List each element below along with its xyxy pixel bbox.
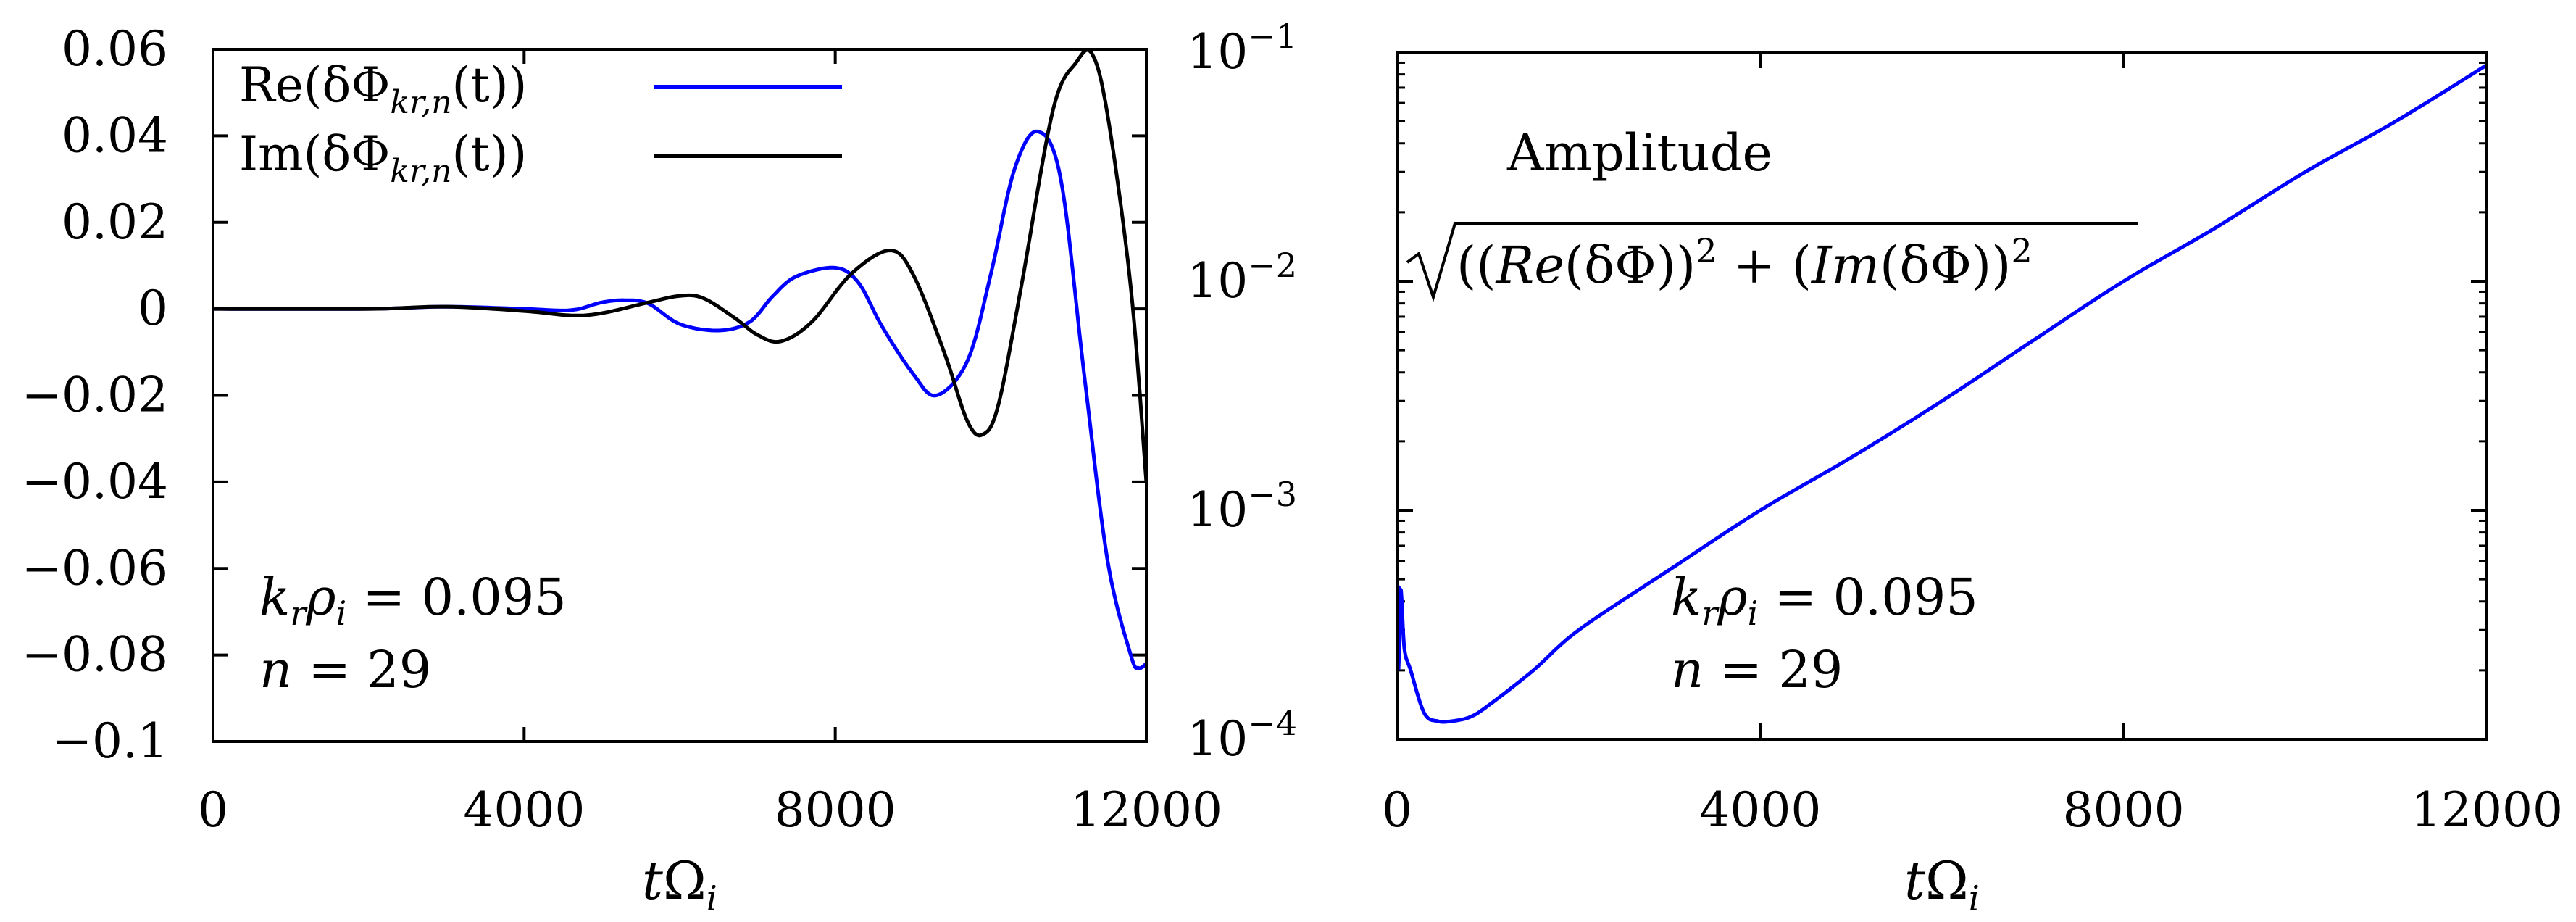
left-chart: −0.1 −0.08 −0.06 −0.04 −0.02 0 0.02 0.04 0.06 0 4… [22, 21, 1222, 919]
amplitude-formula: ((Re(δΦ))2 + (Im(δΦ))2 [1406, 222, 2138, 302]
left-x-tick-labels: 0 4000 8000 12000 [198, 782, 1222, 838]
right-x-axis-label: tΩi [1904, 850, 1980, 919]
right-title-amplitude: Amplitude [1506, 123, 1772, 183]
left-y-tick-label: 0.02 [62, 194, 168, 250]
right-y-tick-label: 10−1 [1187, 17, 1297, 80]
left-x-tick-label: 0 [198, 782, 228, 838]
left-y-tick-label: 0.04 [62, 107, 168, 163]
right-x-tick-label: 0 [1382, 782, 1412, 838]
right-x-tick-label: 8000 [2063, 782, 2185, 838]
left-series-real-line [213, 129, 1146, 670]
left-y-tick-label: −0.06 [22, 540, 168, 596]
right-y-tick-label: 10−4 [1187, 704, 1297, 767]
left-x-tick-label: 4000 [463, 782, 585, 838]
left-y-tick-label: 0.06 [62, 21, 168, 77]
left-plot-frame [212, 48, 1148, 743]
left-y-tick-labels: −0.1 −0.08 −0.06 −0.04 −0.02 0 0.02 0.04 0.06 [22, 21, 168, 769]
left-annotation-n: n = 29 [259, 640, 431, 699]
right-y-tick-label: 10−3 [1187, 475, 1297, 538]
right-y-tick-labels: 10−4 10−3 10−2 10−1 [1187, 17, 1297, 767]
right-plot-frame [1396, 51, 2488, 741]
right-annotation-kr: krρi = 0.095 [1671, 568, 1978, 633]
right-x-tick-label: 4000 [1699, 782, 1821, 838]
right-annotation-n: n = 29 [1671, 640, 1843, 699]
right-x-tick-label: 12000 [2411, 782, 2563, 838]
right-x-tick-labels: 0 4000 8000 12000 [1382, 782, 2563, 838]
right-y-tick-label: 10−2 [1187, 246, 1297, 309]
sqrt-sign [1406, 222, 2138, 302]
formula-text: ((Re(δΦ))2 + (Im(δΦ))2 [1456, 231, 2033, 295]
left-y-tick-label: 0 [138, 281, 168, 336]
left-annotation-kr: krρi = 0.095 [259, 568, 567, 633]
left-x-tick-label: 12000 [1070, 782, 1222, 838]
left-legend: Re(δΦkr,n(t)) Im(δΦkr,n(t)) [239, 57, 842, 190]
right-series-amplitude-line [1397, 63, 2487, 724]
left-x-axis-label: tΩi [642, 850, 717, 919]
legend-entry-re: Re(δΦkr,n(t)) [239, 57, 527, 121]
left-y-tick-label: −0.1 [52, 713, 168, 769]
left-y-tick-label: −0.02 [22, 367, 168, 423]
legend-entry-im: Im(δΦkr,n(t)) [239, 126, 527, 190]
left-x-tick-label: 8000 [775, 782, 896, 838]
left-y-tick-label: −0.04 [22, 454, 168, 510]
right-chart: 10−4 10−3 10−2 10−1 0 4000 8000 12000 Amplitud… [1187, 17, 2563, 919]
left-y-tick-label: −0.08 [22, 627, 168, 683]
left-series-imag-line [213, 49, 1146, 483]
